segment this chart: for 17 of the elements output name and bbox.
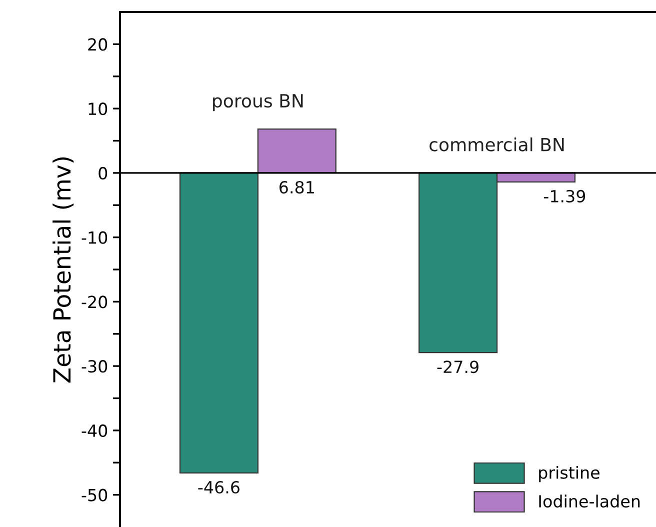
y-tick-label: 20 bbox=[88, 38, 108, 51]
data-label: 6.81 bbox=[280, 180, 314, 194]
x-tick-label: commercial BN bbox=[430, 137, 564, 152]
x-tick-label: porous BN bbox=[213, 94, 303, 112]
data-label: -46.6 bbox=[198, 480, 240, 494]
data-label: -27.9 bbox=[437, 360, 478, 374]
y-tick-label: -50 bbox=[82, 488, 108, 502]
legend-label: pristine bbox=[539, 466, 600, 482]
y-tick-label: -10 bbox=[82, 231, 108, 244]
data-label: -1.39 bbox=[544, 190, 586, 203]
y-tick-label: -40 bbox=[82, 424, 108, 438]
y-axis-title: Zeta Potential (mv) bbox=[52, 157, 74, 383]
y-tick-label: 0 bbox=[98, 166, 108, 180]
legend-label: Iodine-laden bbox=[539, 494, 640, 508]
y-tick-label: 10 bbox=[88, 102, 108, 116]
y-tick-label: -30 bbox=[82, 360, 108, 373]
y-tick-label: -20 bbox=[82, 296, 108, 308]
